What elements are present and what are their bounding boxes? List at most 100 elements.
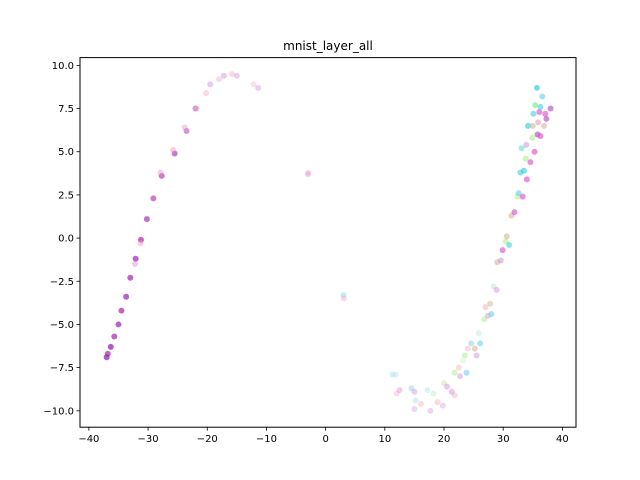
data-point: [482, 304, 489, 311]
data-point: [143, 216, 150, 223]
y-tick-label: −5.0: [50, 320, 74, 331]
data-point: [424, 387, 431, 394]
data-point: [451, 392, 458, 399]
data-point: [518, 145, 525, 152]
data-point: [427, 407, 434, 414]
data-point: [107, 343, 114, 350]
data-point: [229, 71, 236, 78]
data-point: [439, 402, 446, 409]
data-point: [523, 141, 530, 148]
data-point: [123, 293, 130, 300]
data-point: [104, 350, 111, 357]
data-point: [443, 383, 450, 390]
data-point: [451, 369, 458, 376]
x-tick-label: −20: [197, 434, 218, 445]
data-point: [304, 171, 311, 178]
data-point: [520, 167, 527, 174]
data-point: [456, 373, 463, 380]
data-point: [171, 150, 178, 157]
data-point: [150, 195, 157, 202]
data-point: [537, 133, 544, 140]
data-point: [181, 124, 188, 131]
data-point: [183, 128, 190, 135]
x-tick-label: −30: [138, 434, 159, 445]
data-point: [393, 390, 400, 397]
data-point: [255, 84, 262, 91]
data-point: [111, 333, 118, 340]
data-point: [529, 122, 536, 129]
data-point: [468, 340, 475, 347]
x-tick-label: 20: [438, 434, 451, 445]
data-point: [543, 115, 550, 122]
data-point: [441, 380, 448, 387]
data-point: [233, 72, 240, 79]
data-point: [511, 209, 518, 216]
data-point: [531, 148, 538, 155]
data-point: [506, 241, 513, 248]
data-point: [487, 300, 494, 307]
data-point: [530, 110, 537, 117]
y-tick-label: 7.5: [58, 104, 74, 115]
data-point: [408, 385, 415, 392]
data-point: [547, 105, 554, 112]
data-point: [488, 311, 495, 318]
data-point: [216, 76, 223, 83]
x-tick-label: 30: [497, 434, 510, 445]
data-point: [459, 357, 466, 364]
data-point: [193, 105, 200, 112]
data-point: [118, 307, 125, 314]
data-point: [158, 172, 165, 179]
data-point: [455, 364, 462, 371]
x-tick-label: −40: [78, 434, 99, 445]
data-point: [542, 110, 549, 117]
data-point: [477, 340, 484, 347]
data-point: [527, 159, 534, 166]
data-point: [529, 134, 536, 141]
data-point: [471, 345, 478, 352]
data-point: [132, 260, 139, 267]
data-point: [499, 247, 506, 254]
data-point: [157, 169, 164, 176]
data-point: [434, 399, 441, 406]
data-point: [392, 371, 399, 378]
data-point: [127, 274, 134, 281]
data-point: [169, 147, 176, 153]
y-tick-label: −10.0: [43, 406, 74, 417]
data-point: [522, 155, 529, 162]
data-point: [389, 371, 396, 378]
y-tick-label: −2.5: [50, 277, 74, 288]
data-point: [340, 292, 347, 299]
y-tick-label: −7.5: [50, 363, 74, 374]
data-point: [411, 406, 418, 413]
y-tick-label: 5.0: [58, 147, 74, 158]
data-point: [340, 295, 347, 302]
data-point: [532, 102, 539, 109]
data-point: [207, 81, 214, 88]
x-tick-label: 10: [378, 434, 391, 445]
data-point: [417, 400, 424, 407]
axis-ticks: −40 −30 −20 −10 0 10 20 30 40 −10.0 −7.5 −5.0 −2.5 0.…: [43, 61, 568, 445]
data-point: [539, 93, 546, 100]
data-point: [490, 283, 497, 290]
y-tick-label: 2.5: [58, 190, 74, 201]
data-point: [137, 236, 144, 243]
data-point: [481, 316, 488, 323]
data-point: [448, 388, 455, 395]
points-layer: [103, 71, 554, 414]
y-tick-label: 10.0: [52, 61, 74, 72]
data-point: [523, 176, 530, 183]
chart-title: mnist_layer_all: [283, 39, 373, 53]
data-point: [463, 369, 470, 376]
data-point: [475, 330, 482, 337]
data-point: [411, 388, 418, 395]
data-point: [541, 122, 548, 129]
data-point: [497, 257, 504, 264]
data-point: [503, 233, 510, 240]
plot-frame: [79, 57, 577, 428]
data-point: [132, 255, 139, 262]
data-point: [430, 390, 437, 397]
data-point: [493, 286, 500, 293]
data-point: [473, 352, 480, 359]
data-point: [464, 345, 471, 352]
